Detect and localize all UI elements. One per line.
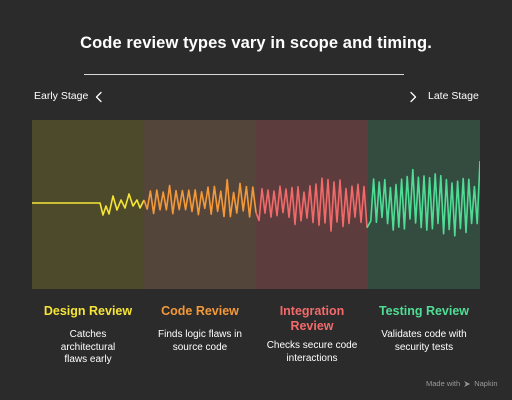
code-review-heading: Code Review — [161, 304, 239, 318]
late-stage-label: Late Stage — [428, 90, 479, 102]
code-review-column: Code Review Finds logic flaws in source … — [144, 304, 256, 354]
integration-review-column: Integration Review Checks secure code in… — [256, 304, 368, 365]
napkin-logo-icon — [464, 380, 471, 387]
chevron-left-icon — [95, 91, 102, 103]
testing-review-column: Testing Review Validates code with secur… — [368, 304, 480, 354]
napkin-brand-label: Napkin — [474, 379, 498, 388]
made-with-label: Made with — [426, 379, 461, 388]
waveform-segments — [32, 160, 480, 237]
integration-review-description: Checks secure code interactions — [266, 340, 358, 364]
design-review-description: Catches architectural flaws early — [60, 329, 116, 365]
page-title: Code review types vary in scope and timi… — [80, 34, 432, 52]
testing-review-wave — [366, 160, 480, 237]
testing-review-heading: Testing Review — [378, 304, 470, 318]
design-review-wave — [32, 193, 145, 216]
review-waveform — [32, 160, 480, 237]
early-stage-label: Early Stage — [34, 90, 89, 102]
design-review-heading: Design Review — [43, 304, 133, 318]
testing-review-description: Validates code with security tests — [381, 329, 467, 353]
integration-review-wave — [255, 177, 368, 232]
chevron-right-icon — [410, 91, 417, 103]
code-review-wave — [143, 178, 257, 218]
made-with-napkin-footer[interactable]: Made with Napkin — [426, 379, 498, 388]
code-review-description: Finds logic flaws in source code — [158, 329, 242, 353]
integration-review-heading: Integration Review — [279, 304, 345, 333]
title-divider — [84, 74, 404, 75]
design-review-column: Design Review Catches architectural flaw… — [32, 304, 144, 367]
